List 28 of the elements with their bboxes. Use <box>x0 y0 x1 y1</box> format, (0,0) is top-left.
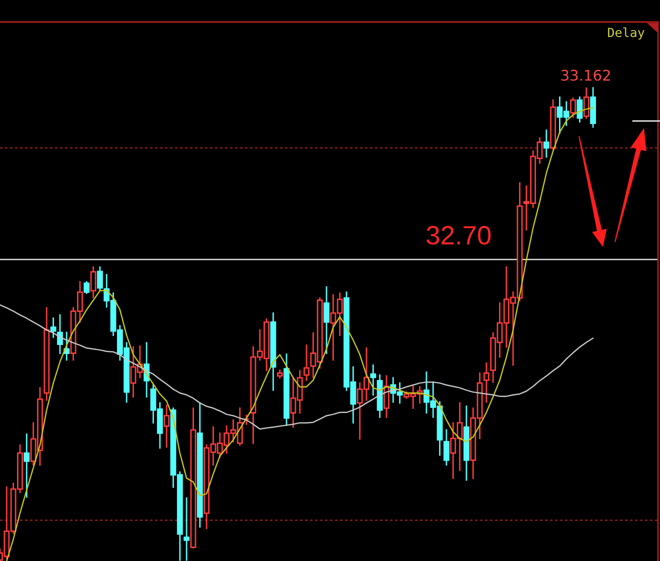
candlestick <box>284 354 290 426</box>
candlestick <box>24 433 30 498</box>
candlestick <box>304 344 310 381</box>
candlestick <box>376 374 383 418</box>
candlestick <box>90 266 96 298</box>
annotation: 32.70 <box>426 226 491 245</box>
candlestick <box>583 88 590 119</box>
candlestick <box>590 87 596 128</box>
candlestick <box>276 370 283 379</box>
candlestick <box>44 307 50 401</box>
text: Delay <box>608 27 644 40</box>
candlestick <box>543 130 550 158</box>
candlestick <box>84 281 90 294</box>
candlestick <box>324 286 330 354</box>
candlestick <box>384 375 390 418</box>
candlestick <box>370 364 376 396</box>
text: 33.162 <box>561 70 610 81</box>
candlestick <box>576 96 583 123</box>
candlestick <box>196 402 203 528</box>
candlestick <box>164 404 170 448</box>
candlestick <box>270 312 276 391</box>
candlestick <box>443 429 450 466</box>
candlestick <box>184 497 190 561</box>
candlestick <box>57 314 63 354</box>
candlestick <box>483 362 490 403</box>
candlestick <box>190 407 196 548</box>
candlestick <box>50 318 56 338</box>
candlestick <box>463 406 470 481</box>
